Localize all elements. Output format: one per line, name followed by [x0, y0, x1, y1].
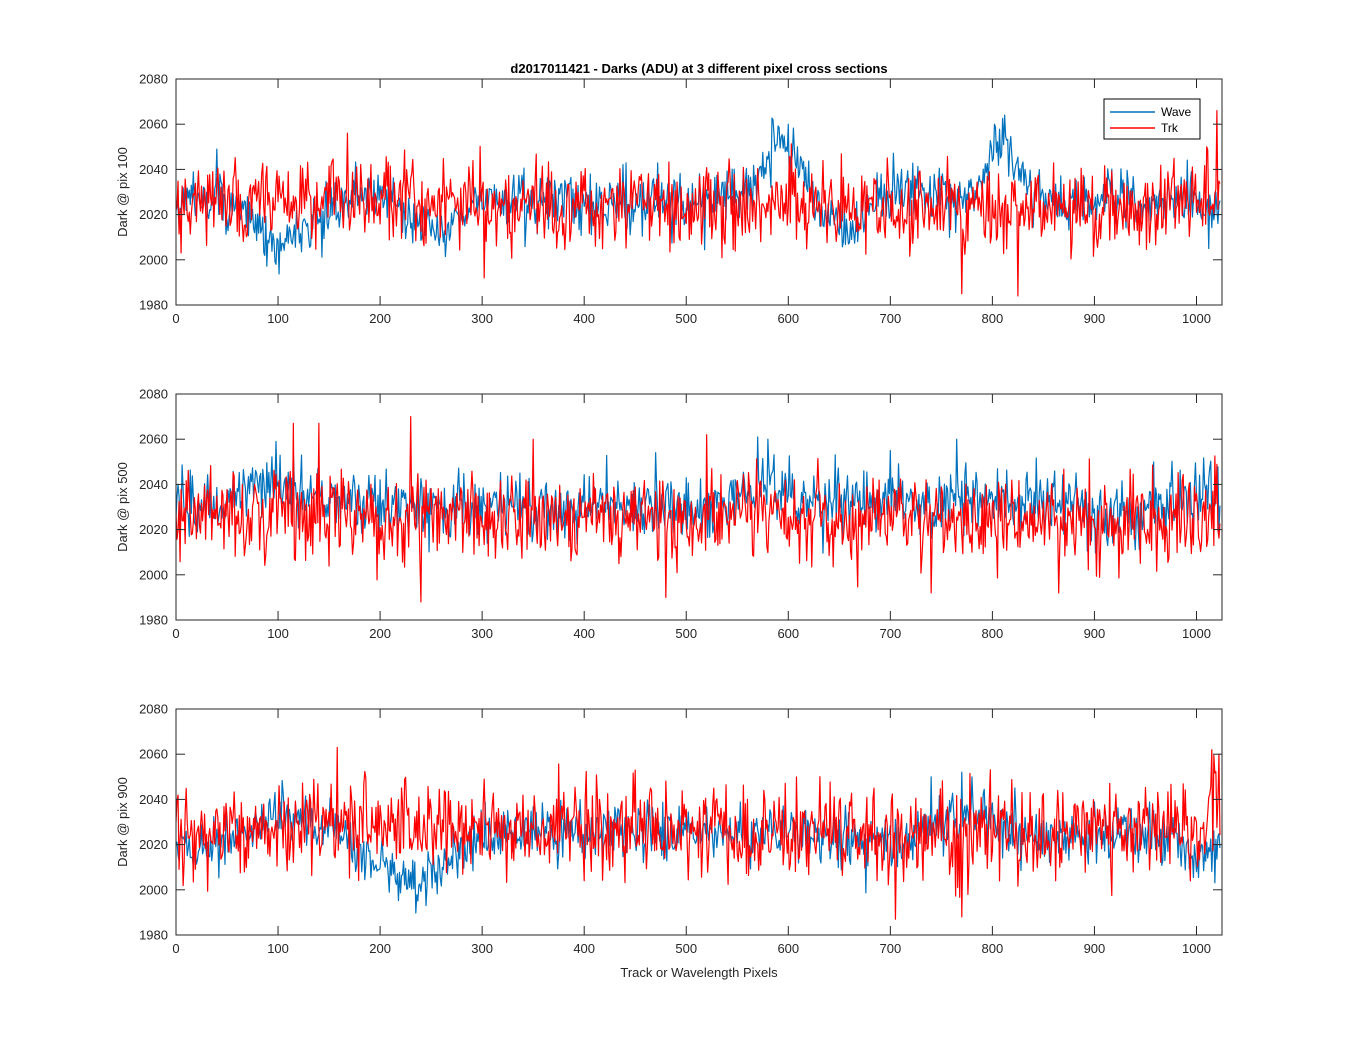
x-tick-label: 700 — [879, 941, 901, 956]
legend-label-trk: Trk — [1161, 121, 1179, 135]
y-tick-label: 2000 — [139, 567, 168, 582]
legend-box — [1103, 98, 1201, 140]
y-tick-label: 2020 — [139, 207, 168, 222]
y-tick-label: 2060 — [139, 747, 168, 762]
x-tick-label: 400 — [573, 626, 595, 641]
y-axis-label: Dark @ pix 900 — [115, 777, 130, 867]
y-tick-label: 2040 — [139, 792, 168, 807]
x-tick-label: 100 — [267, 626, 289, 641]
subplot-2: 0 100 200 300 400 500 600 700 800 900 1000 1980 2000… — [115, 387, 1223, 641]
axes-frame — [175, 708, 1223, 936]
y-tick-label: 2040 — [139, 477, 168, 492]
y-tick-label: 1980 — [139, 613, 168, 628]
x-tick-label: 900 — [1084, 941, 1106, 956]
legend-label-wave: Wave — [1161, 105, 1192, 119]
x-tick-label: 600 — [777, 941, 799, 956]
y-tick-label: 2060 — [139, 432, 168, 447]
x-tick-label: 300 — [471, 311, 493, 326]
x-tick-label: 900 — [1084, 311, 1106, 326]
subplot-3: 0 100 200 300 400 500 600 700 800 900 1000 1980 2000… — [115, 702, 1223, 956]
x-tick-label: 800 — [982, 311, 1004, 326]
x-tick-label: 500 — [675, 626, 697, 641]
x-tick-label: 900 — [1084, 626, 1106, 641]
x-tick-label: 300 — [471, 626, 493, 641]
x-tick-label: 500 — [675, 941, 697, 956]
x-axis-label: Track or Wavelength Pixels — [620, 965, 778, 980]
x-tick-label: 800 — [982, 626, 1004, 641]
x-tick-label: 400 — [573, 311, 595, 326]
y-tick-label: 1980 — [139, 298, 168, 313]
x-tick-label: 200 — [369, 626, 391, 641]
y-tick-label: 2000 — [139, 252, 168, 267]
y-axis-label: Dark @ pix 100 — [115, 147, 130, 237]
axes-frame — [175, 78, 1223, 306]
x-tick-label: 600 — [777, 626, 799, 641]
y-tick-label: 1980 — [139, 928, 168, 943]
x-tick-label: 600 — [777, 311, 799, 326]
x-tick-label: 700 — [879, 626, 901, 641]
x-tick-label: 1000 — [1182, 311, 1211, 326]
axes-frame — [175, 393, 1223, 621]
series-line-wave — [176, 114, 1221, 275]
y-tick-label: 2080 — [139, 702, 168, 717]
series-line-trk — [176, 110, 1221, 297]
series-line-trk — [176, 746, 1221, 920]
y-tick-label: 2020 — [139, 837, 168, 852]
y-tick-label: 2080 — [139, 72, 168, 87]
x-tick-label: 700 — [879, 311, 901, 326]
x-tick-label: 300 — [471, 941, 493, 956]
x-tick-label: 1000 — [1182, 626, 1211, 641]
x-tick-label: 0 — [172, 941, 179, 956]
x-tick-label: 200 — [369, 941, 391, 956]
x-tick-label: 1000 — [1182, 941, 1211, 956]
y-tick-label: 2060 — [139, 117, 168, 132]
series-line-trk — [176, 416, 1221, 603]
subplot-1: 0 100 200 300 400 500 600 700 800 900 1000 1980 2000… — [115, 72, 1223, 326]
legend: Wave Trk — [1103, 98, 1201, 140]
y-axis-label: Dark @ pix 500 — [115, 462, 130, 552]
y-tick-label: 2000 — [139, 882, 168, 897]
x-tick-label: 0 — [172, 626, 179, 641]
x-tick-label: 800 — [982, 941, 1004, 956]
chart-title: d2017011421 - Darks (ADU) at 3 different… — [510, 61, 887, 76]
x-tick-label: 100 — [267, 311, 289, 326]
x-tick-label: 500 — [675, 311, 697, 326]
x-tick-label: 100 — [267, 941, 289, 956]
x-tick-label: 0 — [172, 311, 179, 326]
y-tick-label: 2020 — [139, 522, 168, 537]
x-tick-label: 400 — [573, 941, 595, 956]
y-tick-label: 2080 — [139, 387, 168, 402]
subplot-container: 0 100 200 300 400 500 600 700 800 900 100019802000… — [115, 72, 1223, 956]
x-tick-label: 200 — [369, 311, 391, 326]
y-tick-label: 2040 — [139, 162, 168, 177]
